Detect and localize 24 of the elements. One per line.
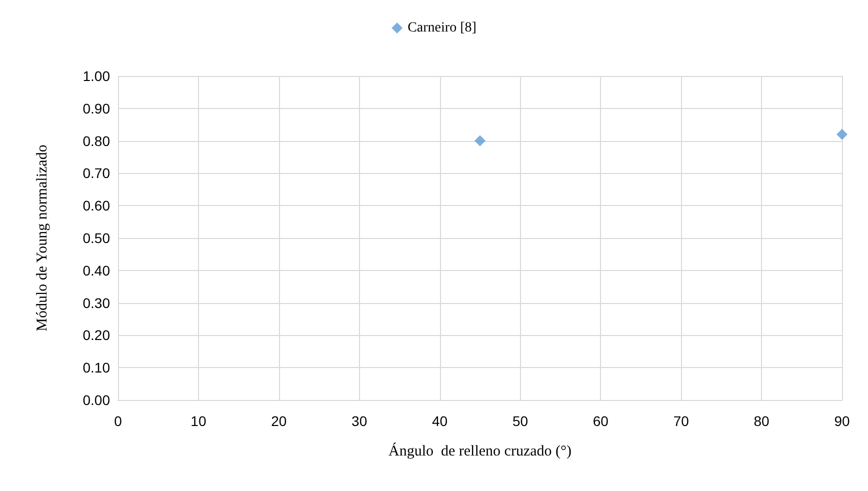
y-axis-title: Módulo de Young normalizado — [34, 144, 50, 332]
y-tick-label: 0.40 — [82, 262, 110, 278]
x-tick-label: 10 — [190, 413, 206, 429]
y-tick-label: 0.80 — [82, 132, 110, 149]
x-tick-label: 70 — [673, 413, 690, 429]
legend-label: Carneiro [8] — [408, 20, 476, 36]
x-tick-label: 0 — [114, 413, 122, 429]
x-tick-label: 90 — [834, 413, 850, 429]
y-tick-label: 0.10 — [82, 360, 110, 376]
y-tick-label: 0.30 — [82, 294, 110, 311]
x-tick-label: 20 — [271, 413, 287, 429]
y-tick-label: 0.70 — [82, 165, 110, 182]
x-tick-label: 80 — [754, 413, 770, 429]
x-axis-title: Ángulo de relleno cruzado (°) — [388, 442, 572, 460]
x-tick-label: 30 — [352, 413, 368, 429]
y-tick-label: 0.20 — [82, 327, 110, 344]
x-tick-label: 50 — [512, 413, 528, 429]
y-tick-label: 0.60 — [82, 198, 110, 214]
x-tick-label: 60 — [592, 413, 609, 429]
y-tick-label: 1.00 — [82, 68, 110, 84]
y-tick-label: 0.50 — [82, 230, 110, 246]
y-tick-label: 0.90 — [82, 100, 110, 116]
x-tick-label: 40 — [432, 413, 448, 429]
y-tick-label: 0.00 — [82, 392, 110, 408]
